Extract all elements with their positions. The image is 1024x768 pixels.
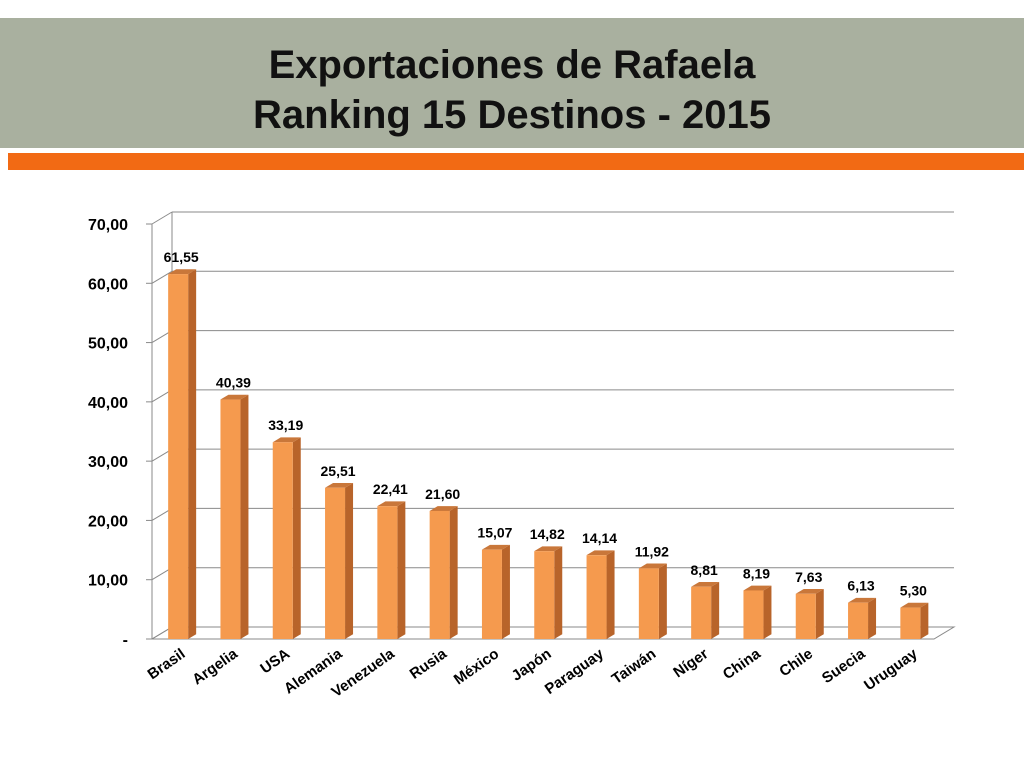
- bar: [377, 506, 398, 639]
- data-label: 8,81: [691, 562, 718, 578]
- bar-top: [586, 550, 615, 556]
- bar-side: [711, 581, 720, 639]
- bar-side: [188, 269, 197, 639]
- bar: [272, 442, 293, 639]
- title-line-1: Exportaciones de Rafaela: [268, 43, 756, 87]
- bar-top: [848, 597, 877, 603]
- bar-side: [606, 550, 615, 639]
- bar-side: [658, 563, 667, 639]
- x-tick-label: Taiwán: [609, 645, 659, 687]
- x-tick-label: Brasil: [145, 645, 189, 683]
- y-tick-label: 70,00: [88, 217, 128, 234]
- bar-top: [900, 602, 929, 608]
- bar: [168, 274, 189, 639]
- title-band: [0, 18, 1024, 148]
- x-tick-label: Chile: [776, 645, 816, 680]
- bar-side: [920, 602, 929, 639]
- y-tick-label: 40,00: [88, 395, 128, 412]
- gridline-depth: [151, 211, 173, 225]
- bar: [429, 510, 450, 639]
- data-label: 40,39: [216, 375, 251, 391]
- bar: [743, 590, 764, 639]
- bar: [534, 551, 555, 639]
- data-label: 8,19: [743, 565, 770, 581]
- bar-side: [815, 588, 824, 639]
- data-label: 5,30: [900, 583, 927, 599]
- bar-top: [429, 506, 458, 511]
- chart-floor: [150, 626, 956, 640]
- bar: [638, 568, 659, 639]
- bar-side: [554, 546, 563, 639]
- bar-top: [481, 544, 510, 550]
- x-tick-label: México: [451, 645, 502, 688]
- data-label: 21,60: [425, 486, 460, 502]
- bar: [691, 586, 712, 639]
- y-tick-label: -: [123, 632, 128, 649]
- gridline-depth: [151, 270, 173, 284]
- data-label: 7,63: [795, 569, 822, 585]
- data-label: 11,92: [635, 543, 669, 559]
- accent-rule-gap: [0, 153, 8, 170]
- accent-rule: [0, 153, 1024, 170]
- bar-side: [763, 585, 772, 639]
- x-tick-label: Uruguay: [861, 645, 921, 694]
- bar-top: [534, 546, 563, 552]
- bar-side: [868, 597, 877, 639]
- data-label: 14,82: [530, 526, 565, 542]
- bar-side: [240, 394, 249, 639]
- bar-side: [292, 437, 301, 639]
- bar-side: [345, 482, 354, 639]
- y-tick-label: 50,00: [88, 336, 128, 353]
- data-label: 22,41: [373, 481, 408, 497]
- x-tick-label: Japón: [509, 645, 555, 684]
- data-label: 33,19: [268, 417, 303, 433]
- bar-top: [377, 501, 406, 507]
- data-label: 14,14: [582, 530, 617, 546]
- y-tick-label: 30,00: [88, 454, 128, 471]
- x-tick-label: China: [720, 645, 764, 683]
- bar-top: [272, 437, 301, 443]
- bar-side: [397, 501, 406, 639]
- bar: [900, 607, 921, 639]
- data-label: 61,55: [164, 249, 199, 265]
- x-tick-label: Argelia: [189, 645, 241, 688]
- bar-side: [501, 544, 510, 639]
- bar: [481, 549, 502, 639]
- title-line-2: Ranking 15 Destinos - 2015: [253, 93, 771, 137]
- y-tick-label: 60,00: [88, 276, 128, 293]
- x-tick-label: Paraguay: [542, 645, 608, 698]
- x-tick-label: Rusia: [407, 645, 451, 683]
- bar-top: [691, 581, 720, 587]
- data-label: 6,13: [847, 578, 874, 594]
- bar-side: [449, 506, 458, 639]
- bar-top: [795, 588, 824, 594]
- data-label: 15,07: [477, 525, 512, 541]
- bars-layer: [168, 269, 929, 639]
- bar: [325, 487, 346, 639]
- y-tick-label: 20,00: [88, 513, 128, 530]
- bar: [795, 593, 816, 639]
- x-tick-label: USA: [257, 645, 293, 677]
- bar-top: [638, 563, 667, 569]
- bar: [586, 555, 607, 639]
- slide-title: Exportaciones de Rafaela Ranking 15 Dest…: [0, 40, 1024, 140]
- bar-top: [743, 585, 772, 591]
- bar-top: [220, 394, 249, 400]
- y-tick-label: 10,00: [88, 573, 128, 590]
- x-tick-label: Níger: [670, 645, 711, 681]
- data-label: 25,51: [321, 463, 356, 479]
- bar-top: [168, 269, 197, 275]
- bar: [848, 602, 869, 639]
- bar: [220, 399, 241, 639]
- bar-top: [325, 482, 354, 488]
